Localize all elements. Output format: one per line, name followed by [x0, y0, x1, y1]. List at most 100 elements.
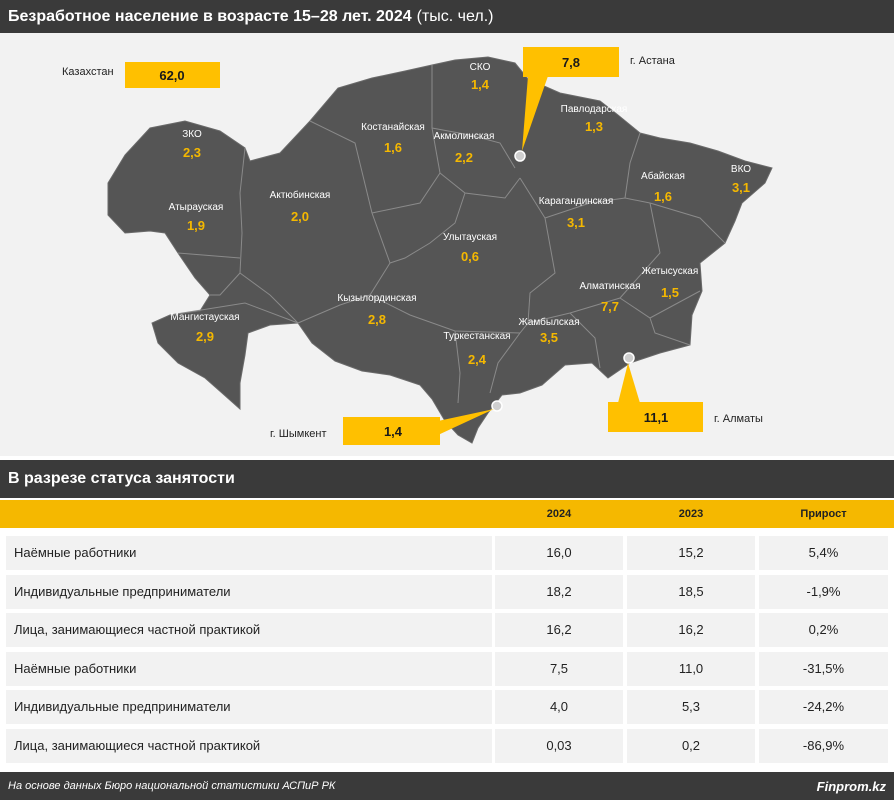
map-area: ЗКО 2,3 Атырауская 1,9 Мангистауская 2,9…: [0, 33, 894, 456]
region-value-pavlodar: 1,3: [585, 119, 603, 134]
row-growth: -31,5%: [759, 651, 888, 686]
row-value-2023: 16,2: [627, 613, 755, 647]
region-label-pavlodar: Павлодарская: [561, 104, 628, 115]
region-label-mangistau: Мангистауская: [170, 312, 239, 323]
table-row: Индивидуальные предприниматели 4,0 5,3 -…: [0, 690, 894, 724]
region-label-abay: Абайская: [641, 170, 685, 182]
row-value-2024: 16,2: [495, 613, 623, 647]
total-value: 62,0: [159, 68, 184, 83]
astana-value-box: [523, 47, 619, 77]
row-value-2023: 0,2: [627, 728, 755, 763]
astana-callout: 7,8 г. Астана: [522, 47, 676, 151]
region-value-abay: 1,6: [654, 189, 672, 204]
region-label-aktobe: Актюбинская: [270, 189, 331, 201]
row-growth: -24,2%: [759, 690, 888, 724]
row-value-2024: 18,2: [495, 574, 623, 609]
region-value-sko: 1,4: [471, 77, 490, 92]
region-label-turkestan: Туркестанская: [443, 331, 510, 342]
astana-label: г. Астана: [630, 55, 676, 67]
table-row: Лица, занимающиеся частной практикой 0,0…: [0, 728, 894, 763]
region-label-atyrau: Атырауская: [169, 202, 224, 213]
almaty-value: 11,1: [644, 410, 669, 425]
brand-logo-text: Finprom.kz: [816, 778, 886, 794]
region-value-almaty-region: 7,7: [601, 299, 619, 314]
almaty-city-marker: [623, 352, 635, 364]
region-value-aktobe: 2,0: [291, 209, 309, 224]
footer: На основе данных Бюро национальной стати…: [0, 772, 894, 800]
title-bar: Безработное население в возрасте 15–28 л…: [0, 0, 894, 33]
row-value-2024: 7,5: [495, 651, 623, 686]
astana-pointer: [522, 76, 548, 151]
astana-city-marker: [514, 150, 526, 162]
region-value-kostanay: 1,6: [384, 140, 402, 155]
column-header-growth: Прирост: [800, 508, 847, 520]
region-label-vko: ВКО: [731, 164, 751, 175]
shymkent-label: г. Шымкент: [270, 428, 327, 440]
region-value-ulytau: 0,6: [461, 249, 479, 264]
table-row: Наёмные работники 16,0 15,2 5,4%: [0, 536, 894, 570]
row-value-2024: 16,0: [495, 536, 623, 570]
table-row: Лица, занимающиеся частной практикой 16,…: [0, 613, 894, 647]
region-label-akmola: Акмолинская: [434, 131, 495, 142]
region-label-sko: СКО: [470, 62, 491, 73]
shymkent-pointer: [438, 409, 494, 435]
region-label-zhambyl: Жамбылская: [519, 316, 580, 328]
row-label: Лица, занимающиеся частной практикой: [6, 728, 492, 763]
region-label-karaganda: Карагандинская: [539, 196, 614, 207]
shymkent-city-marker: [491, 400, 503, 412]
total-label: Казахстан: [62, 66, 114, 78]
region-label-kyzylorda: Кызылординская: [337, 293, 416, 304]
region-labels: ЗКО 2,3 Атырауская 1,9 Мангистауская 2,9…: [169, 62, 752, 367]
region-value-zhambyl: 3,5: [540, 330, 558, 345]
table-row: Наёмные работники 7,5 11,0 -31,5%: [0, 651, 894, 686]
region-value-karaganda: 3,1: [567, 215, 585, 230]
row-value-2023: 18,5: [627, 574, 755, 609]
region-label-almaty-region: Алматинская: [580, 281, 641, 292]
row-value-2024: 4,0: [495, 690, 623, 724]
row-value-2024: 0,03: [495, 728, 623, 763]
row-label: Индивидуальные предприниматели: [6, 574, 492, 609]
shymkent-value: 1,4: [384, 424, 403, 439]
row-growth: 5,4%: [759, 536, 888, 570]
region-value-mangistau: 2,9: [196, 329, 214, 344]
region-value-zhetysu: 1,5: [661, 285, 679, 300]
total-value-box: [125, 62, 220, 88]
region-value-akmola: 2,2: [455, 150, 473, 165]
row-value-2023: 11,0: [627, 651, 755, 686]
region-label-kostanay: Костанайская: [361, 122, 425, 133]
page-title: Безработное население в возрасте 15–28 л…: [8, 7, 412, 25]
region-value-kyzylorda: 2,8: [368, 312, 386, 327]
row-growth: -86,9%: [759, 728, 888, 763]
region-value-vko: 3,1: [732, 180, 750, 195]
region-label-zhetysu: Жетысуская: [642, 266, 699, 277]
row-growth: 0,2%: [759, 613, 888, 647]
column-header-2024: 2024: [546, 508, 572, 520]
region-label-zko: ЗКО: [182, 129, 202, 140]
table-header: 2024 2023 Прирост: [0, 500, 894, 528]
column-header-2023: 2023: [678, 508, 704, 520]
title-unit: (тыс. чел.): [416, 7, 494, 25]
region-borders: [169, 65, 726, 404]
table-row: Индивидуальные предприниматели 18,2 18,5…: [0, 574, 894, 609]
shymkent-callout: 1,4 г. Шымкент: [270, 409, 494, 445]
row-growth: -1,9%: [759, 574, 888, 609]
row-label: Наёмные работники: [6, 536, 492, 570]
row-label: Лица, занимающиеся частной практикой: [6, 613, 492, 647]
kazakhstan-map: ЗКО 2,3 Атырауская 1,9 Мангистауская 2,9…: [62, 47, 773, 445]
row-value-2023: 5,3: [627, 690, 755, 724]
total-callout: Казахстан 62,0: [62, 62, 220, 88]
region-value-atyrau: 1,9: [187, 218, 205, 233]
almaty-label: г. Алматы: [714, 413, 763, 425]
row-label: Наёмные работники: [6, 651, 492, 686]
section-title: В разрезе статуса занятости: [0, 460, 894, 498]
row-value-2023: 15,2: [627, 536, 755, 570]
region-label-ulytau: Улытауская: [443, 232, 497, 243]
almaty-callout: 11,1 г. Алматы: [608, 363, 763, 432]
kazakhstan-land: [107, 56, 773, 444]
astana-value: 7,8: [562, 55, 580, 70]
shymkent-value-box: [343, 417, 440, 445]
almaty-pointer: [618, 363, 640, 403]
region-value-turkestan: 2,4: [468, 352, 487, 367]
almaty-value-box: [608, 402, 703, 432]
row-label: Индивидуальные предприниматели: [6, 690, 492, 724]
